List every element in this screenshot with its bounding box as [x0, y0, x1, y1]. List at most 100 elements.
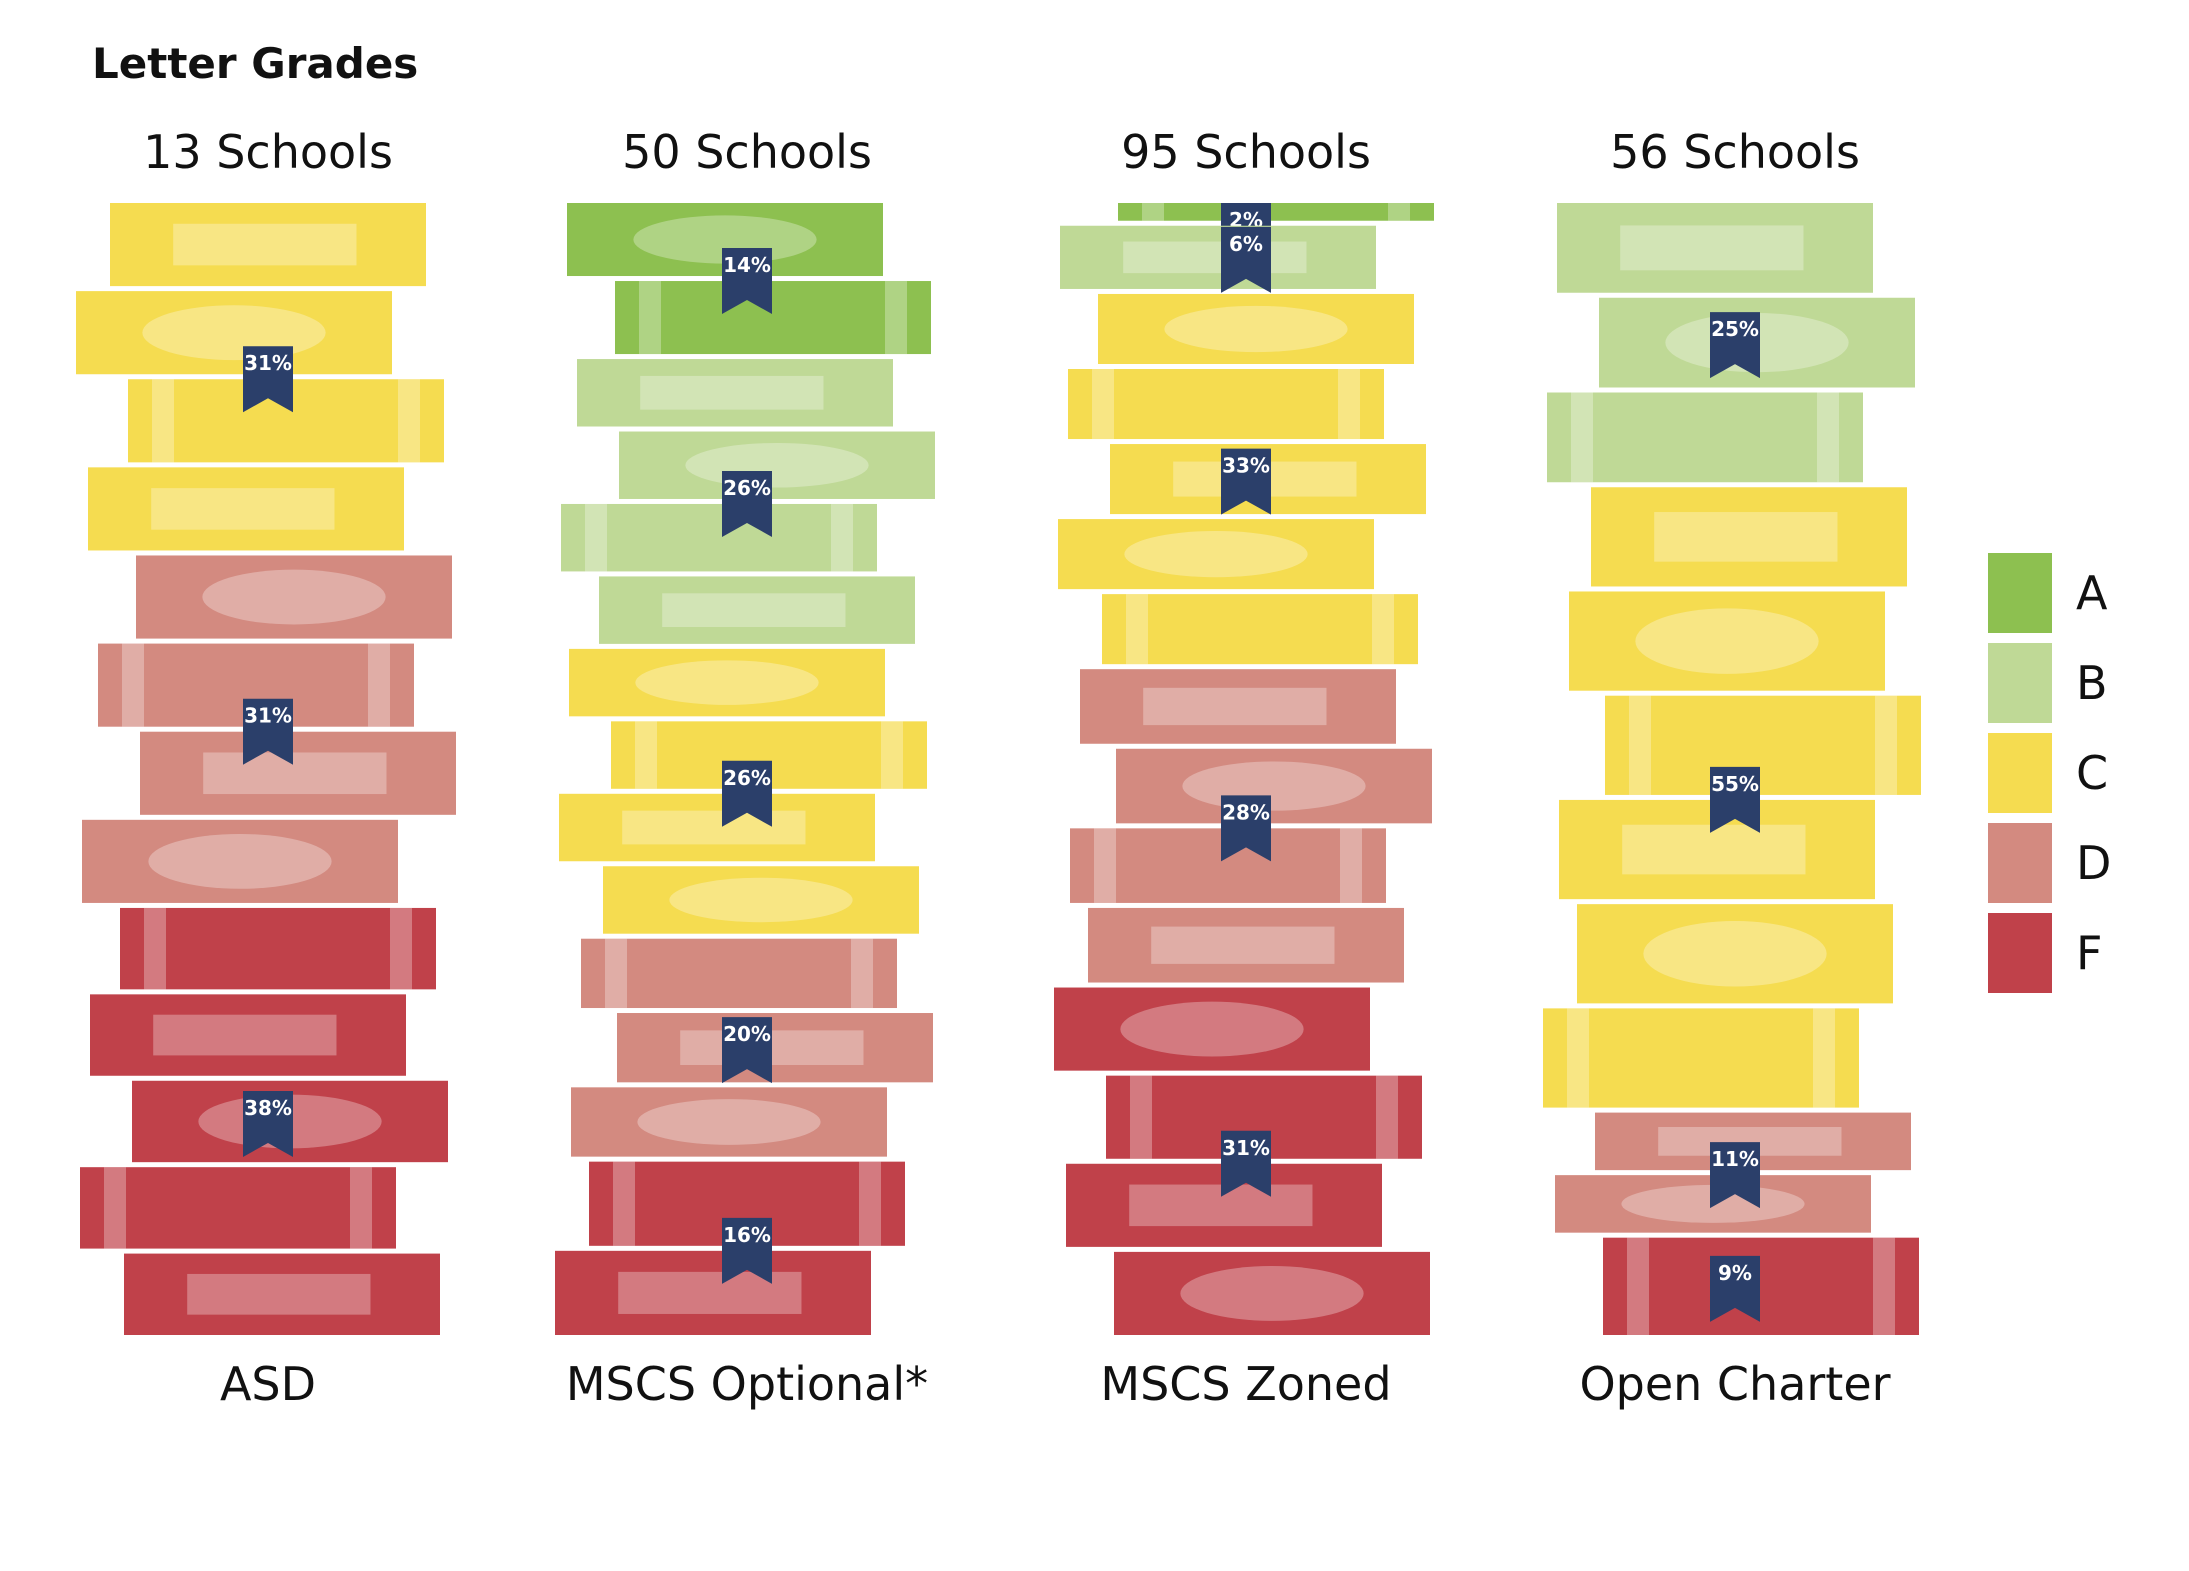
book-b: [561, 503, 877, 572]
segment-mscs-zoned-d: 28%: [1070, 669, 1432, 983]
book-c: [603, 866, 919, 934]
bookmark-flag-mscs-optional-c: [722, 760, 772, 827]
legend-swatch-c: [1988, 733, 2052, 813]
book-spine-band: [585, 503, 607, 572]
book-f: [80, 1167, 396, 1249]
legend-swatch-f: [1988, 913, 2052, 993]
book-b: [619, 431, 935, 499]
book-b: [599, 576, 915, 644]
book-d: [82, 819, 398, 903]
book-label-oval: [1120, 1001, 1304, 1057]
book-d: [617, 1013, 933, 1083]
book-label-oval: [1124, 530, 1308, 578]
book-spine-band: [859, 1161, 881, 1246]
segment-asd-d: 31%: [82, 555, 456, 903]
data-label-mscs-zoned-c: 33%: [1222, 454, 1270, 478]
data-label-mscs-optional-f: 16%: [723, 1223, 771, 1247]
book-label-patch: [1622, 824, 1806, 875]
book-d: [1080, 669, 1396, 744]
book-spine-band: [1567, 1008, 1589, 1108]
book-spine-band: [1376, 1075, 1398, 1159]
category-label-mscs-optional: MSCS Optional*: [566, 1357, 928, 1411]
book-spine-band: [398, 379, 420, 463]
data-label-asd-c: 31%: [244, 351, 292, 375]
book-d: [140, 731, 456, 815]
book-spine-band: [613, 1161, 635, 1246]
segment-asd-f: 38%: [80, 907, 448, 1335]
segment-open-charter-f: 9%: [1603, 1237, 1919, 1335]
segment-asd-c: 31%: [76, 203, 444, 551]
data-label-mscs-zoned-d: 28%: [1222, 800, 1270, 824]
data-label-asd-f: 38%: [244, 1096, 292, 1120]
book-c: [1605, 695, 1921, 795]
stack-asd: 13 Schools ASD 31% 31% 38%: [76, 125, 456, 1411]
book-spine-band: [1338, 369, 1360, 440]
book-d: [571, 1087, 887, 1157]
legend-item-b: B: [1988, 643, 2108, 723]
book-spine-band: [1813, 1008, 1835, 1108]
bookmark-flag-mscs-optional-f: [722, 1217, 772, 1284]
book-spine-band: [635, 721, 657, 789]
book-label-patch: [173, 223, 357, 266]
book-d: [1088, 907, 1404, 983]
book-c: [1569, 591, 1885, 691]
book-spine-band: [368, 643, 390, 727]
category-label-asd: ASD: [220, 1357, 316, 1411]
book-spine-band: [1629, 695, 1651, 795]
book-label-patch: [640, 375, 824, 410]
book-spine-band: [1130, 1075, 1152, 1159]
book-d: [581, 938, 897, 1009]
book-f: [124, 1253, 440, 1335]
segment-mscs-zoned-c: 33%: [1058, 293, 1426, 665]
book-label-patch: [1143, 687, 1327, 726]
legend-label-f: F: [2076, 926, 2102, 980]
book-spine-band: [1126, 594, 1148, 665]
book-spine-band: [1092, 369, 1114, 440]
book-spine-band: [152, 379, 174, 463]
category-label-open-charter: Open Charter: [1579, 1357, 1890, 1411]
category-label-mscs-zoned: MSCS Zoned: [1100, 1357, 1391, 1411]
book-spine-band: [605, 938, 627, 1009]
book-spine-band: [1627, 1237, 1649, 1335]
book-label-oval: [635, 660, 819, 705]
segment-mscs-zoned-b: 6%: [1060, 225, 1376, 293]
book-c: [1543, 1008, 1859, 1108]
book-label-oval: [669, 877, 853, 923]
stack-open-charter: 56 Schools Open Charter 25% 55% 11% 9%: [1543, 125, 1921, 1411]
legend-item-a: A: [1988, 553, 2108, 633]
legend-swatch-b: [1988, 643, 2052, 723]
segment-mscs-optional-a: 14%: [567, 203, 931, 355]
legend-label-a: A: [2076, 566, 2108, 620]
book-label-patch: [618, 1271, 802, 1314]
data-label-open-charter-d: 11%: [1711, 1147, 1759, 1171]
book-label-patch: [153, 1014, 337, 1056]
book-spine-band: [881, 721, 903, 789]
bookmark-flag-mscs-zoned-b: [1221, 226, 1271, 293]
book-b: [577, 359, 893, 427]
book-spine-band: [851, 938, 873, 1009]
book-c: [569, 648, 885, 717]
legend-item-d: D: [1988, 823, 2111, 903]
data-label-mscs-optional-a: 14%: [723, 253, 771, 277]
chart-title: Letter Grades: [92, 39, 418, 88]
book-spine-band: [639, 281, 661, 355]
book-spine-band: [1094, 828, 1116, 903]
book-c: [559, 793, 875, 862]
book-spine-band: [1340, 828, 1362, 903]
book-spine-band: [1873, 1237, 1895, 1335]
legend-label-d: D: [2076, 836, 2111, 890]
book-c: [1068, 369, 1384, 440]
book-spine-band: [390, 907, 412, 990]
book-spine-band: [1817, 392, 1839, 483]
legend-label-b: B: [2076, 656, 2108, 710]
book-spine-band: [1142, 203, 1164, 221]
book-c: [1577, 904, 1893, 1004]
book-label-patch: [622, 810, 806, 845]
book-label-patch: [1129, 1184, 1313, 1227]
data-label-mscs-zoned-f: 31%: [1222, 1136, 1270, 1160]
data-label-open-charter-f: 9%: [1718, 1261, 1752, 1285]
book-label-patch: [203, 752, 387, 795]
book-label-oval: [142, 305, 326, 361]
book-label-patch: [151, 488, 335, 530]
